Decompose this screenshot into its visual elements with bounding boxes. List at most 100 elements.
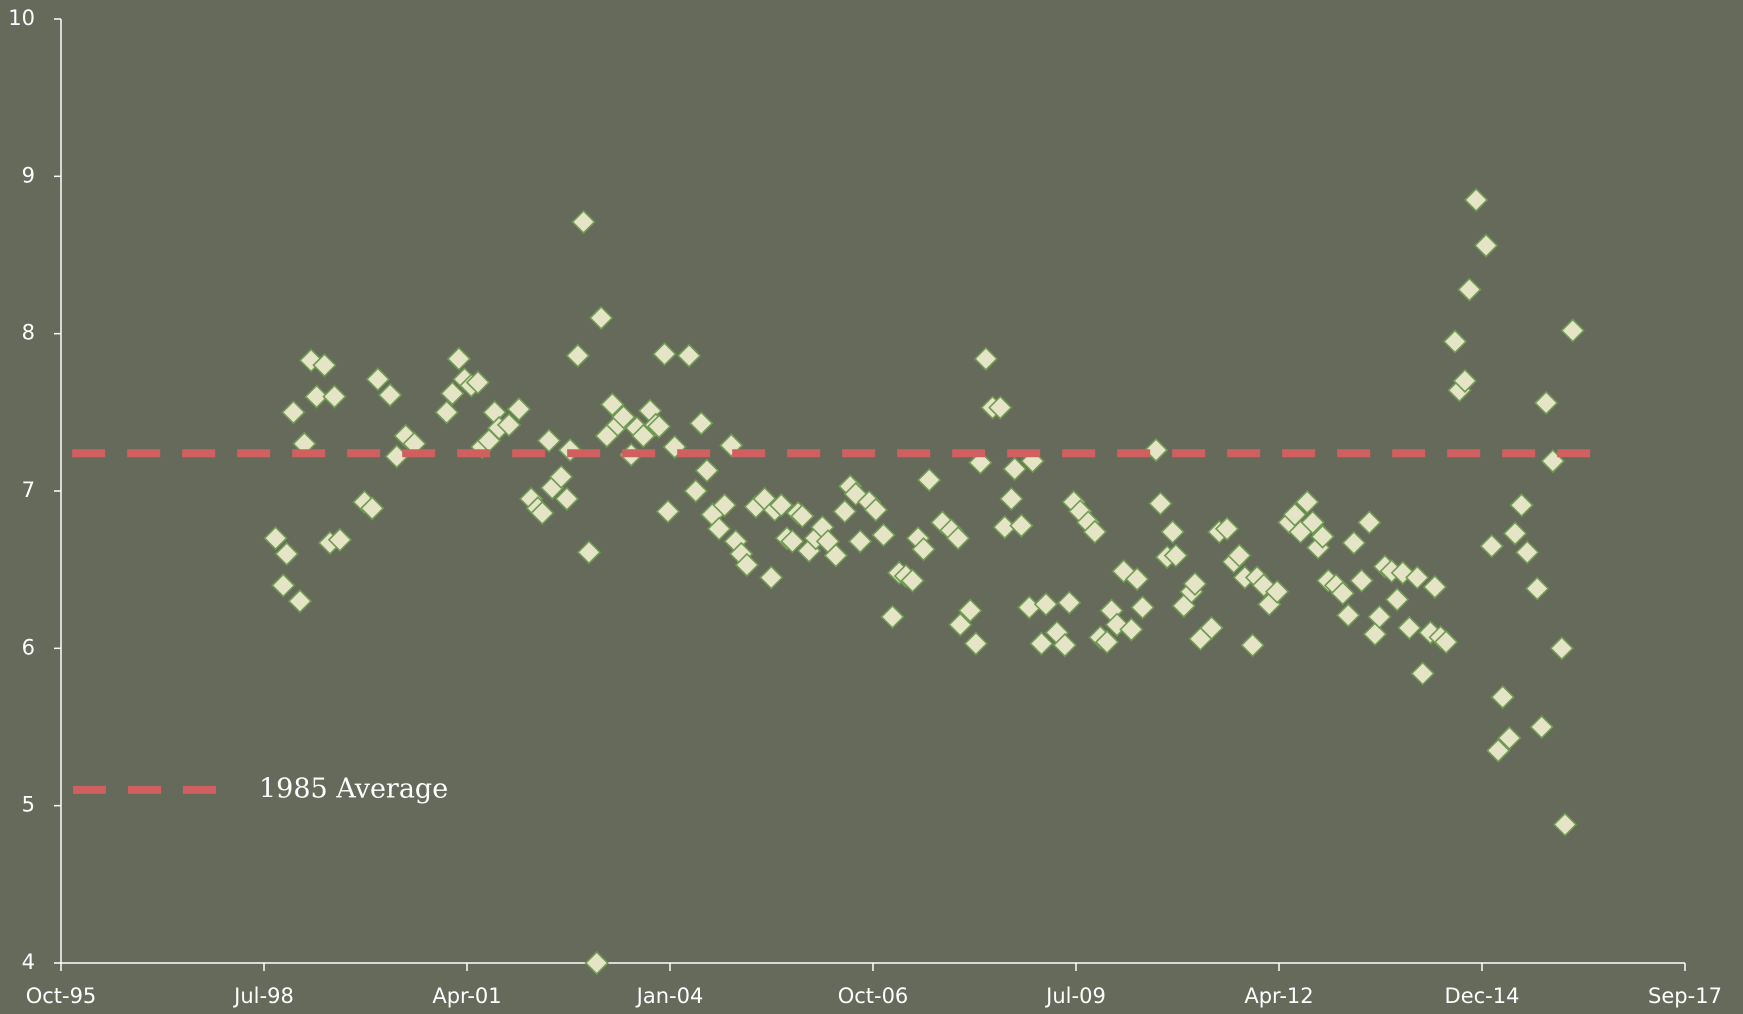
y-tick-label: 7 (22, 478, 35, 502)
data-point (496, 412, 522, 438)
data-point (1295, 489, 1320, 515)
data-point (1033, 592, 1059, 617)
data-point (1002, 456, 1027, 482)
data-point (958, 598, 983, 623)
data-point (571, 209, 596, 235)
data-point (1104, 612, 1130, 637)
data-point (1124, 566, 1150, 592)
y-tick-label: 10 (8, 6, 35, 30)
data-point (1422, 574, 1448, 600)
data-point (1160, 519, 1185, 545)
data-point (1057, 590, 1082, 615)
data-point (848, 529, 873, 554)
data-point (676, 343, 702, 368)
data-point (327, 527, 353, 552)
data-point (1367, 604, 1392, 629)
data-point (1163, 543, 1189, 568)
data-point (322, 384, 347, 409)
data-point (1497, 725, 1522, 751)
y-tick-label: 4 (22, 950, 35, 974)
data-point (1362, 622, 1388, 647)
data-point (1473, 233, 1499, 258)
data-point (973, 346, 998, 371)
data-point (584, 950, 609, 976)
y-tick-label: 6 (22, 635, 35, 659)
data-point (377, 382, 403, 408)
data-point (780, 529, 805, 554)
data-point (683, 478, 708, 504)
data-point (576, 540, 602, 565)
data-point (652, 341, 677, 367)
data-point (1214, 516, 1240, 541)
data-point (1240, 633, 1265, 658)
data-point (900, 568, 925, 593)
data-point (1552, 812, 1578, 837)
data-point (1182, 571, 1208, 596)
data-point (999, 486, 1024, 511)
data-point (1148, 491, 1173, 516)
data-point (1479, 533, 1504, 559)
data-point (1082, 519, 1108, 545)
data-point (1509, 493, 1534, 518)
data-point (530, 500, 555, 526)
y-tick-label: 8 (22, 321, 35, 345)
data-point (1515, 540, 1540, 565)
data-point (274, 541, 299, 567)
data-point (1463, 187, 1489, 213)
data-point (1397, 615, 1422, 641)
data-point (1199, 615, 1224, 641)
data-point (1336, 603, 1361, 628)
data-point (880, 604, 905, 629)
data-point (689, 411, 714, 436)
data-point (1341, 530, 1367, 556)
data-point (1357, 510, 1382, 535)
data-point (281, 400, 306, 425)
data-point (1442, 329, 1468, 354)
data-point (1502, 521, 1528, 546)
data-point (465, 370, 491, 395)
data-point (1300, 510, 1325, 535)
data-point (1251, 573, 1276, 598)
data-point (843, 482, 868, 507)
data-point (1130, 595, 1155, 620)
x-tick-label: Oct-06 (838, 984, 909, 1008)
data-point (565, 343, 590, 368)
data-point (1094, 629, 1120, 655)
data-point (1549, 636, 1574, 661)
data-point (536, 428, 562, 453)
x-tick-label: Dec-14 (1445, 984, 1520, 1008)
data-point (646, 414, 672, 439)
x-tick-label: Jan-04 (635, 984, 704, 1008)
data-point (440, 381, 465, 406)
x-tick-label: Jul-09 (1044, 984, 1106, 1008)
data-point (506, 397, 532, 422)
data-point (1265, 579, 1290, 604)
data-point (963, 631, 989, 656)
data-point (1029, 631, 1054, 656)
data-point (832, 499, 857, 524)
data-point (554, 486, 580, 511)
data-point (304, 384, 329, 409)
data-point (734, 552, 760, 578)
data-point (1529, 714, 1554, 740)
data-point (759, 565, 784, 590)
data-point (1410, 661, 1435, 686)
data-point (769, 493, 794, 518)
data-point (662, 434, 687, 460)
data-point (549, 464, 574, 489)
data-point (863, 497, 888, 523)
data-point (706, 516, 732, 541)
data-point (589, 305, 614, 331)
data-point (655, 499, 681, 524)
data-point (1052, 633, 1077, 658)
data-point (694, 458, 720, 483)
data-point (1405, 565, 1430, 590)
x-tick-label: Jul-98 (232, 984, 294, 1008)
data-point (1486, 738, 1511, 763)
legend-label: 1985 Average (259, 773, 448, 804)
data-point (611, 404, 636, 430)
data-point (1452, 368, 1478, 393)
data-point (1540, 448, 1565, 474)
data-point (446, 346, 472, 371)
